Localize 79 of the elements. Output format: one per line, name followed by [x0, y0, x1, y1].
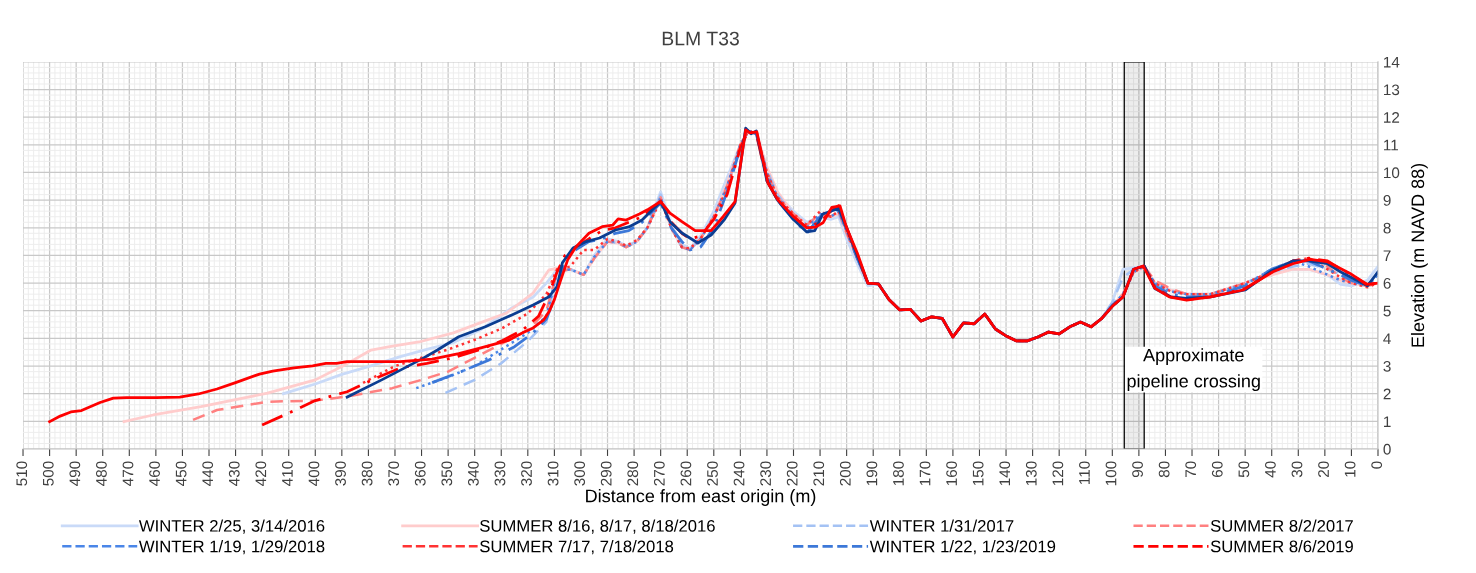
y-tick-label: 2	[1383, 388, 1391, 400]
legend-label: WINTER 1/19, 1/29/2018	[138, 540, 325, 555]
y-tick-label: 9	[1383, 195, 1391, 206]
x-tick-label: 120	[1052, 461, 1064, 486]
x-tick-label: 10	[1344, 461, 1356, 477]
x-tick-label: 290	[600, 461, 612, 486]
x-tick-label: 500	[42, 461, 54, 486]
x-tick-label: 410	[281, 461, 293, 486]
x-tick-label: 40	[1265, 461, 1276, 478]
y-tick-label: 5	[1383, 305, 1391, 317]
x-axis-title: Distance from east origin (m)	[586, 489, 816, 506]
x-tick-label: 490	[69, 461, 81, 486]
x-tick-label: 70	[1185, 461, 1197, 478]
x-tick-label: 270	[653, 461, 665, 486]
x-tick-label: 430	[228, 461, 240, 486]
legend-label: WINTER 1/31/2017	[869, 519, 1014, 532]
x-tick-label: 300	[574, 461, 586, 486]
y-tick-label: 1	[1384, 416, 1391, 427]
x-tick-label: 240	[733, 461, 745, 486]
legend-label: SUMMER 8/16, 8/17, 8/18/2016	[480, 519, 715, 534]
y-tick-label: 13	[1384, 84, 1400, 96]
x-tick-label: 350	[441, 461, 453, 486]
x-tick-label: 220	[786, 461, 798, 486]
x-tick-label: 180	[893, 461, 904, 486]
x-tick-label: 310	[547, 461, 559, 486]
x-tick-label: 50	[1238, 461, 1250, 478]
x-tick-label: 320	[521, 461, 532, 486]
x-tick-label: 200	[839, 461, 851, 486]
x-tick-label: 460	[149, 461, 160, 486]
x-tick-label: 250	[707, 461, 718, 486]
y-tick-label: 7	[1383, 250, 1391, 261]
y-tick-label: 4	[1383, 333, 1391, 344]
y-tick-label: 0	[1383, 443, 1391, 455]
legend-label: WINTER 1/22, 1/23/2019	[869, 540, 1056, 555]
x-tick-label: 90	[1132, 461, 1143, 478]
x-tick-label: 140	[999, 461, 1011, 486]
x-tick-label: 510	[16, 461, 28, 486]
x-tick-label: 390	[335, 461, 346, 486]
x-tick-label: 470	[122, 461, 134, 486]
x-tick-label: 480	[96, 461, 107, 486]
x-tick-label: 260	[680, 461, 692, 486]
x-tick-label: 150	[972, 461, 984, 486]
x-tick-label: 370	[388, 461, 400, 486]
x-tick-label: 110	[1079, 461, 1090, 484]
y-tick-label: 6	[1383, 277, 1391, 289]
y-tick-label: 3	[1383, 360, 1391, 372]
x-tick-label: 450	[175, 461, 187, 486]
legend-label: SUMMER 8/2/2017	[1210, 519, 1353, 532]
x-tick-label: 230	[760, 461, 772, 486]
x-tick-label: 190	[866, 461, 878, 486]
y-axis-title: Elevation (m NAVD 88)	[1410, 163, 1428, 347]
x-tick-label: 400	[308, 461, 320, 486]
x-tick-label: 0	[1371, 461, 1383, 469]
x-tick-label: 440	[202, 461, 214, 486]
legend-label: SUMMER 7/17, 7/18/2018	[480, 540, 674, 555]
y-tick-label: 8	[1383, 222, 1391, 234]
x-tick-label: 210	[813, 461, 825, 486]
x-tick-label: 280	[627, 461, 639, 486]
y-tick-label: 12	[1384, 112, 1400, 123]
x-tick-label: 360	[414, 461, 426, 486]
x-tick-label: 100	[1105, 461, 1117, 486]
x-tick-label: 170	[919, 461, 931, 486]
x-tick-label: 30	[1291, 461, 1303, 478]
x-tick-label: 20	[1318, 461, 1329, 478]
y-tick-label: 11	[1384, 139, 1398, 151]
x-tick-label: 330	[494, 461, 506, 486]
legend-label: SUMMER 8/6/2019	[1210, 540, 1353, 553]
chart-title: BLM T33	[662, 31, 739, 46]
x-tick-label: 60	[1211, 461, 1223, 478]
x-tick-label: 340	[467, 461, 479, 486]
x-tick-label: 420	[255, 461, 267, 486]
x-tick-label: 80	[1158, 461, 1170, 478]
x-tick-label: 130	[1025, 461, 1037, 486]
x-tick-label: 380	[361, 461, 373, 486]
legend-label: WINTER 2/25, 3/14/2016	[138, 519, 325, 534]
x-tick-label: 160	[946, 461, 958, 486]
annotation: Approximate pipeline crossing	[1127, 348, 1260, 392]
y-tick-label: 14	[1384, 56, 1400, 68]
y-tick-label: 10	[1384, 167, 1400, 179]
